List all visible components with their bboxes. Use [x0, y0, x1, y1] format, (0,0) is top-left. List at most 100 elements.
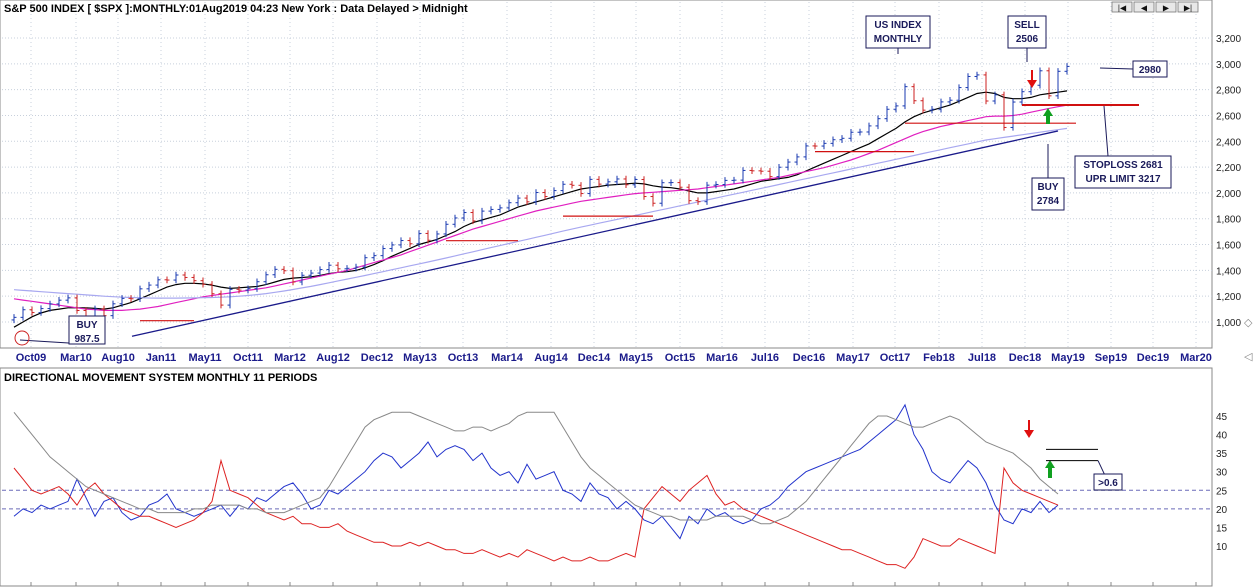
dmi-line-dmi_plus — [13, 403, 1059, 540]
price-bar — [506, 199, 512, 212]
dmi-y-tick: 45 — [1216, 412, 1228, 423]
price-bar — [866, 122, 872, 136]
price-x-tick: Oct17 — [880, 352, 911, 364]
nav-button-frame[interactable] — [1155, 1, 1177, 13]
dmi-y-tick: 35 — [1216, 449, 1228, 460]
price-bar — [389, 241, 395, 252]
price-bar — [965, 73, 971, 91]
scroll-left-icon[interactable]: ◁ — [1244, 351, 1253, 363]
dmi-level-label-box: >0.6 — [1093, 473, 1123, 491]
price-bar — [974, 71, 980, 80]
buy-marker-circle — [14, 330, 30, 346]
dmi-y-tick: 10 — [1216, 542, 1228, 553]
nav-button[interactable]: ◀ — [1133, 1, 1155, 13]
price-x-tick: May19 — [1051, 352, 1085, 364]
annotation-text: 987.5 — [74, 334, 99, 345]
nav-button[interactable]: |◀ — [1111, 1, 1133, 13]
price-bar — [29, 306, 35, 316]
price-bar — [920, 97, 926, 114]
price-y-tick: 1,600 — [1216, 241, 1241, 252]
price-x-tick: Dec14 — [578, 352, 611, 364]
price-bar — [911, 83, 917, 104]
nav-button-frame[interactable] — [1111, 1, 1133, 13]
dmi-y-tick: 40 — [1216, 431, 1228, 442]
price-bar — [686, 184, 692, 204]
price-bar — [200, 277, 206, 288]
nav-button-label[interactable]: |◀ — [1118, 4, 1127, 13]
annotation-price: 2980 — [1099, 60, 1168, 78]
annotations-layer: BUY 987.5 US INDEX MONTHLY SELL 2506 2980 STOPL… — [14, 15, 1172, 346]
price-bar — [173, 271, 179, 284]
navigation-buttons: |◀ ◀ ▶ ▶| — [1111, 1, 1199, 13]
annotation-box — [1031, 177, 1065, 211]
price-bar — [38, 305, 44, 316]
price-bar — [272, 266, 278, 278]
annotation-box — [1132, 60, 1168, 78]
nav-button-label[interactable]: ◀ — [1141, 4, 1148, 13]
price-bar — [605, 178, 611, 188]
price-bar — [254, 278, 260, 292]
price-x-tick: Jul16 — [751, 352, 779, 364]
price-bar — [137, 285, 143, 302]
price-bar — [767, 167, 773, 180]
price-bar — [614, 175, 620, 186]
price-bar — [893, 102, 899, 113]
price-bar — [875, 115, 881, 130]
price-bar — [524, 194, 530, 206]
annotation-text: 2506 — [1016, 34, 1039, 45]
price-bar — [344, 265, 350, 273]
price-bars-layer — [11, 63, 1070, 324]
price-bar — [398, 237, 404, 249]
nav-button[interactable]: ▶| — [1177, 1, 1199, 13]
price-x-tick: Dec19 — [1137, 352, 1169, 364]
annotation-text: STOPLOSS 2681 — [1083, 160, 1163, 171]
price-bar — [146, 281, 152, 293]
nav-button-label[interactable]: ▶| — [1184, 4, 1192, 13]
price-x-tick: May15 — [619, 352, 653, 364]
price-bar — [425, 230, 431, 244]
price-bar — [740, 167, 746, 184]
price-bar — [785, 158, 791, 171]
price-bar — [578, 182, 584, 197]
price-y-tick: 3,200 — [1216, 34, 1241, 45]
price-bar — [848, 129, 854, 142]
price-bar — [308, 269, 314, 279]
price-y-tick: 2,200 — [1216, 163, 1241, 174]
price-x-tick: May11 — [188, 352, 221, 364]
price-bar — [110, 300, 116, 319]
price-y-axis: 1,000 1,200 1,400 1,600 1,800 2,000 2,200 2,400… — [1216, 34, 1241, 329]
price-bar — [488, 206, 494, 215]
price-bar — [1046, 67, 1052, 100]
price-x-tick: Aug12 — [316, 352, 350, 364]
price-bar — [776, 163, 782, 180]
price-bar — [857, 128, 863, 136]
nav-button-frame[interactable] — [1177, 1, 1199, 13]
dmi-leader — [1097, 460, 1106, 476]
annotation-text: 2980 — [1139, 65, 1162, 76]
price-bar — [182, 271, 188, 281]
price-bar — [470, 209, 476, 225]
price-bar — [821, 140, 827, 150]
nav-button-frame[interactable] — [1133, 1, 1155, 13]
price-x-tick: Mar16 — [706, 352, 738, 364]
price-bar — [632, 176, 638, 189]
dmi-label-text: >0.6 — [1098, 478, 1118, 489]
price-bar — [983, 71, 989, 105]
price-bar — [1001, 91, 1007, 131]
price-bar — [956, 84, 962, 104]
price-bar — [938, 98, 944, 113]
dmi-title: DIRECTIONAL MOVEMENT SYSTEM MONTHLY 11 P… — [4, 372, 317, 384]
price-bar — [929, 106, 935, 114]
scroll-up-icon[interactable]: ◇ — [1244, 317, 1253, 329]
dmi-buy-arrow-icon — [1045, 460, 1055, 478]
price-bar — [812, 142, 818, 150]
price-x-tick: Aug14 — [534, 352, 569, 364]
price-bar — [191, 274, 197, 284]
nav-button-label[interactable]: ▶ — [1163, 4, 1170, 13]
price-bar — [623, 175, 629, 189]
nav-button[interactable]: ▶ — [1155, 1, 1177, 13]
price-bar — [713, 181, 719, 189]
annotation-sell: SELL 2506 — [1007, 15, 1047, 62]
annotation-text: US INDEX — [874, 20, 922, 31]
price-bar — [461, 209, 467, 222]
